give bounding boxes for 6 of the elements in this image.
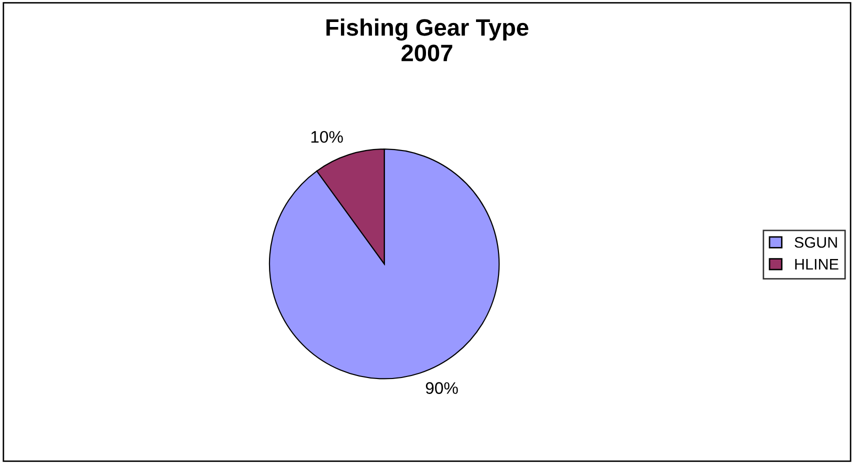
chart-title: Fishing Gear Type 2007 bbox=[326, 18, 528, 62]
data-label: 10% bbox=[311, 130, 343, 143]
legend-label: HLINE bbox=[795, 259, 838, 270]
pie-slice bbox=[268, 148, 500, 380]
legend-label: SGUN bbox=[794, 236, 837, 248]
data-label: 90% bbox=[426, 382, 458, 394]
